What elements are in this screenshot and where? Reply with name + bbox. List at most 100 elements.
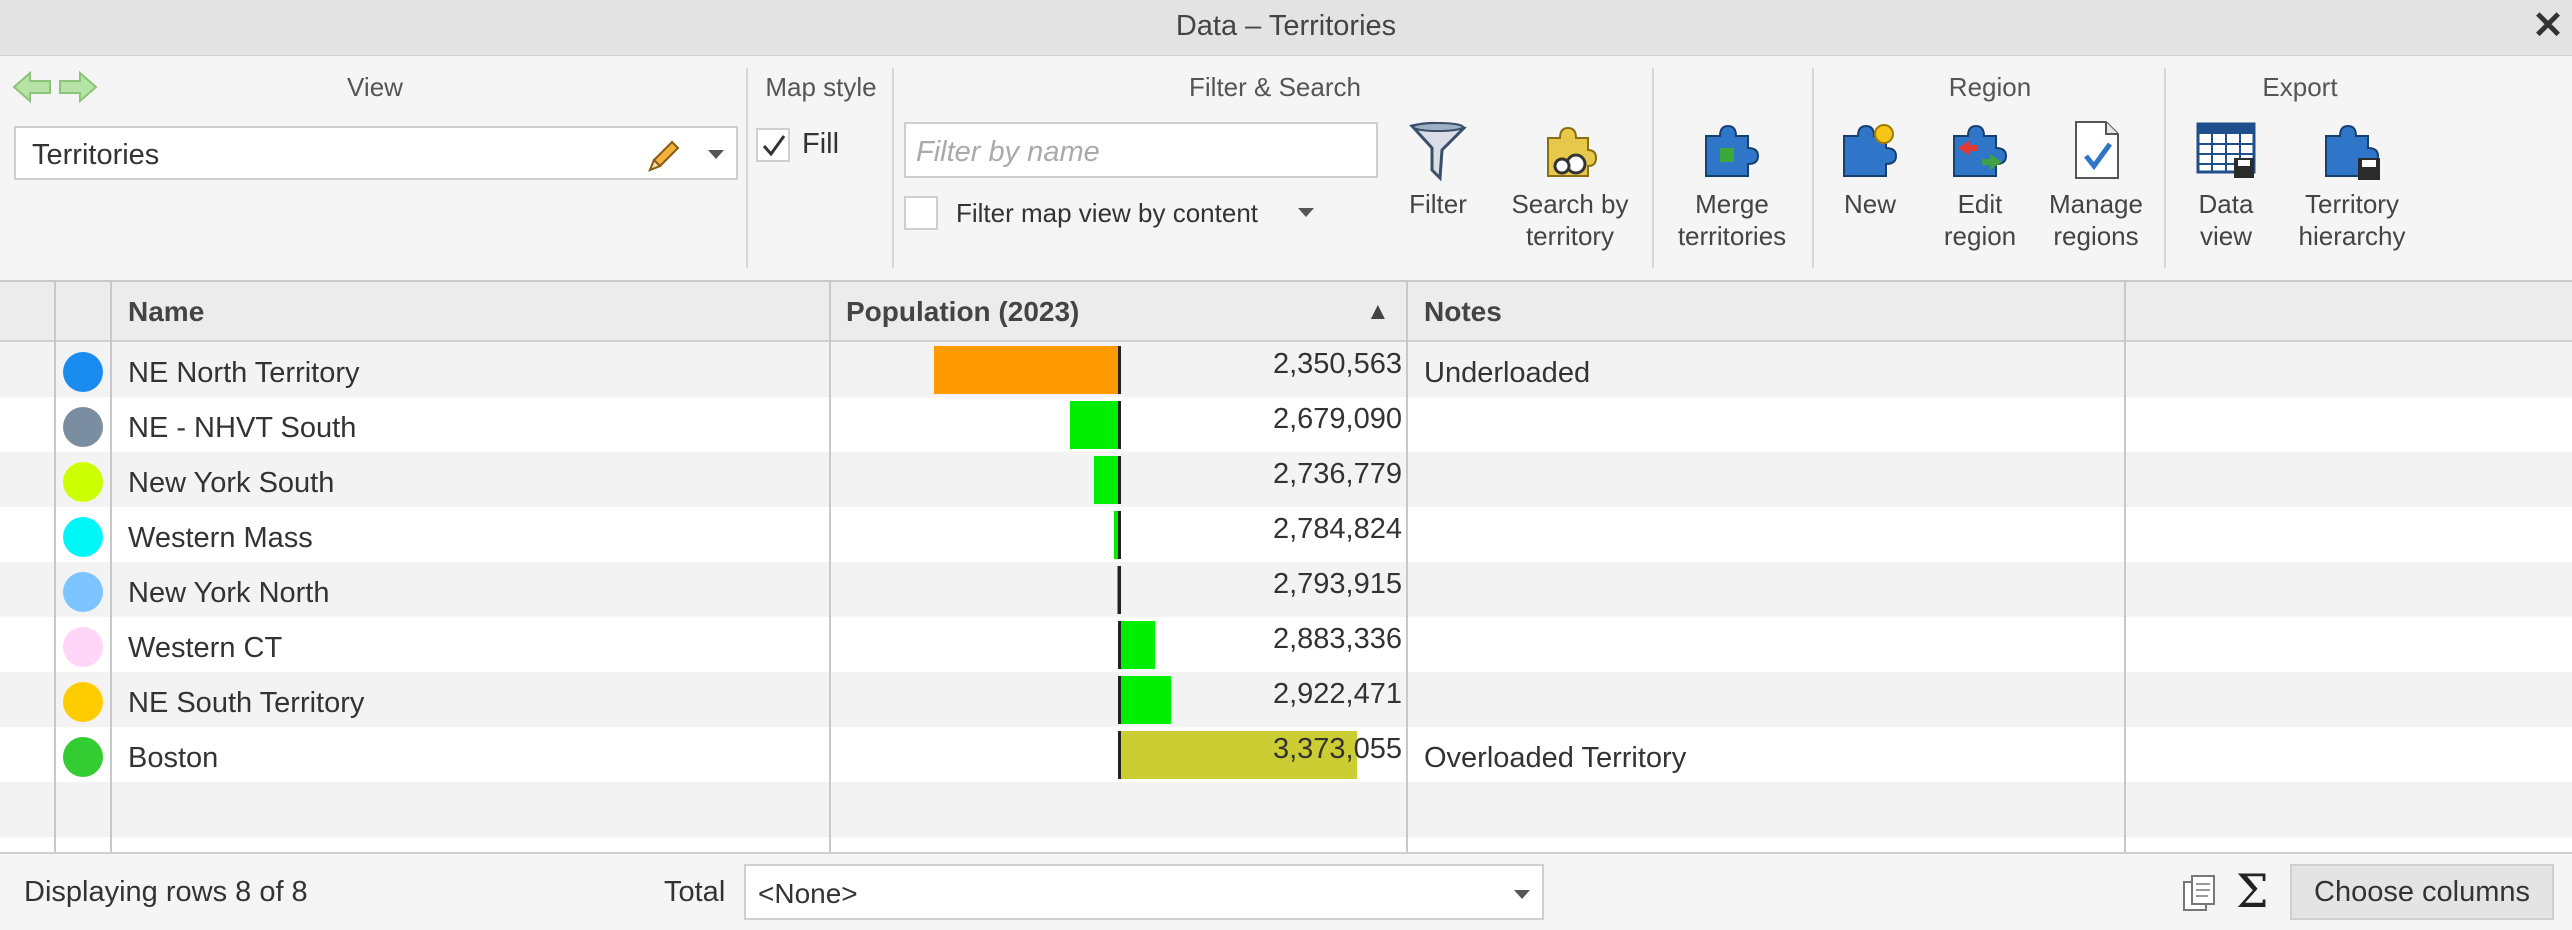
territory-hierarchy-button[interactable]: Territory hierarchy: [2290, 118, 2414, 252]
sigma-icon[interactable]: Σ: [2236, 864, 2269, 918]
choose-columns-button[interactable]: Choose columns: [2290, 864, 2554, 920]
table-row[interactable]: NE North Territory 2,350,563 Underloaded: [0, 342, 2572, 397]
table-row[interactable]: Western Mass 2,784,824: [0, 507, 2572, 562]
data-view-button[interactable]: Data view: [2184, 118, 2268, 252]
population-bar-baseline: [1118, 621, 1121, 669]
total-selected-value: <None>: [758, 878, 858, 909]
region-group-title: Region: [1948, 72, 2032, 102]
puzzle-merge-icon: [1705, 124, 1760, 177]
territory-name: NE North Territory: [128, 357, 360, 389]
population-bar-baseline: [1118, 566, 1121, 614]
territory-color-swatch: [63, 737, 103, 777]
edit-region-label-2: region: [1943, 221, 2017, 251]
sort-ascending-icon[interactable]: ▲: [1366, 298, 1390, 325]
chevron-down-icon[interactable]: [708, 150, 724, 159]
territory-name: Western Mass: [128, 522, 313, 554]
export-group-title: Export: [2262, 72, 2338, 102]
population-bar: [1113, 511, 1120, 559]
filter-map-view-label: Filter map view by content: [956, 198, 1259, 228]
territory-name: Boston: [128, 742, 219, 774]
back-arrow-icon[interactable]: [12, 70, 52, 104]
territory-name: New York South: [128, 467, 335, 499]
column-header-name[interactable]: Name: [128, 296, 205, 327]
view-selected-value: Territories: [32, 139, 160, 171]
territory-name: New York North: [128, 577, 330, 609]
table-save-icon: [2196, 122, 2256, 178]
territory-notes: Underloaded: [1424, 357, 1591, 389]
merge-territories-button[interactable]: Merge territories: [1664, 118, 1800, 252]
fill-checkbox[interactable]: [756, 128, 790, 162]
territory-name: NE South Territory: [128, 687, 365, 719]
merge-label-1: Merge: [1695, 189, 1769, 219]
chevron-down-icon[interactable]: [1298, 208, 1314, 217]
window-title: Data – Territories: [1175, 10, 1397, 42]
new-region-label: New: [1843, 189, 1896, 219]
search-by-territory-button[interactable]: Search by territory: [1500, 118, 1640, 252]
territory-color-swatch: [63, 462, 103, 502]
territory-color-swatch: [63, 572, 103, 612]
population-bar: [933, 346, 1120, 394]
population-bar-baseline: [1118, 511, 1121, 559]
population-value: 3,373,055: [1272, 733, 1402, 765]
filter-search-group-title: Filter & Search: [1189, 72, 1361, 102]
table-row[interactable]: New York South 2,736,779: [0, 452, 2572, 507]
territory-name: NE - NHVT South: [128, 412, 357, 444]
population-bar: [1120, 621, 1155, 669]
territory-notes: Overloaded Territory: [1424, 742, 1687, 774]
territory-color-swatch: [63, 352, 103, 392]
population-bar: [1093, 456, 1120, 504]
forward-arrow-icon[interactable]: [58, 70, 98, 104]
territory-hierarchy-label-2: hierarchy: [2298, 221, 2406, 251]
territory-color-swatch: [63, 517, 103, 557]
manage-regions-label-2: regions: [2053, 221, 2139, 251]
document-check-icon: [2075, 121, 2119, 179]
edit-region-label-1: Edit: [1957, 189, 2003, 219]
chevron-down-icon[interactable]: [1514, 890, 1530, 899]
pencil-icon[interactable]: [644, 136, 684, 176]
territory-name: Western CT: [128, 632, 283, 664]
empty-row: [0, 782, 2572, 837]
table-row[interactable]: NE South Territory 2,922,471: [0, 672, 2572, 727]
population-bar: [1069, 401, 1120, 449]
population-bar-baseline: [1118, 731, 1121, 779]
map-style-group-title: Map style: [765, 72, 877, 102]
puzzle-new-icon: [1843, 124, 1898, 177]
population-value: 2,883,336: [1272, 623, 1402, 655]
manage-regions-button[interactable]: Manage regions: [2040, 118, 2152, 252]
total-label: Total: [664, 876, 726, 908]
puzzle-save-icon: [2325, 124, 2380, 180]
search-by-label-2: territory: [1525, 221, 1615, 251]
view-dropdown[interactable]: Territories: [14, 126, 738, 180]
table-row[interactable]: New York North 2,793,915: [0, 562, 2572, 617]
ribbon: View Territories Map style Fill Filter &…: [0, 56, 2572, 282]
search-by-label-1: Search by: [1511, 189, 1629, 219]
table-row[interactable]: Western CT 2,883,336: [0, 617, 2572, 672]
territory-color-swatch: [63, 407, 103, 447]
data-view-label-1: Data: [2198, 189, 2254, 219]
population-value: 2,350,563: [1272, 348, 1402, 380]
table-row[interactable]: NE - NHVT South 2,679,090: [0, 397, 2572, 452]
new-region-button[interactable]: New: [1830, 118, 1910, 220]
total-dropdown[interactable]: <None>: [744, 864, 1544, 920]
status-footer: Displaying rows 8 of 8 Total <None> Σ Ch…: [0, 852, 2572, 930]
filter-map-view-checkbox[interactable]: [904, 196, 938, 230]
column-header-notes[interactable]: Notes: [1424, 296, 1502, 327]
population-bar-baseline: [1118, 401, 1121, 449]
filter-by-name-input[interactable]: Filter by name: [904, 122, 1378, 178]
checkmark-icon: [762, 135, 786, 157]
funnel-icon: [1409, 121, 1467, 182]
population-value: 2,922,471: [1272, 678, 1402, 710]
table-row[interactable]: Boston 3,373,055 Overloaded Territory: [0, 727, 2572, 782]
filter-button[interactable]: Filter: [1396, 118, 1480, 220]
copy-document-icon[interactable]: [2180, 874, 2220, 914]
population-value: 2,784,824: [1272, 513, 1402, 545]
column-header-population[interactable]: Population (2023): [846, 296, 1080, 327]
territory-color-swatch: [63, 682, 103, 722]
population-value: 2,679,090: [1272, 403, 1402, 435]
filter-button-label: Filter: [1409, 189, 1467, 219]
close-icon[interactable]: ✕: [2532, 5, 2564, 47]
population-bar-baseline: [1118, 346, 1121, 394]
edit-region-button[interactable]: Edit region: [1940, 118, 2020, 252]
view-group-title: View: [347, 72, 403, 102]
title-bar: Data – Territories ✕: [0, 0, 2572, 56]
